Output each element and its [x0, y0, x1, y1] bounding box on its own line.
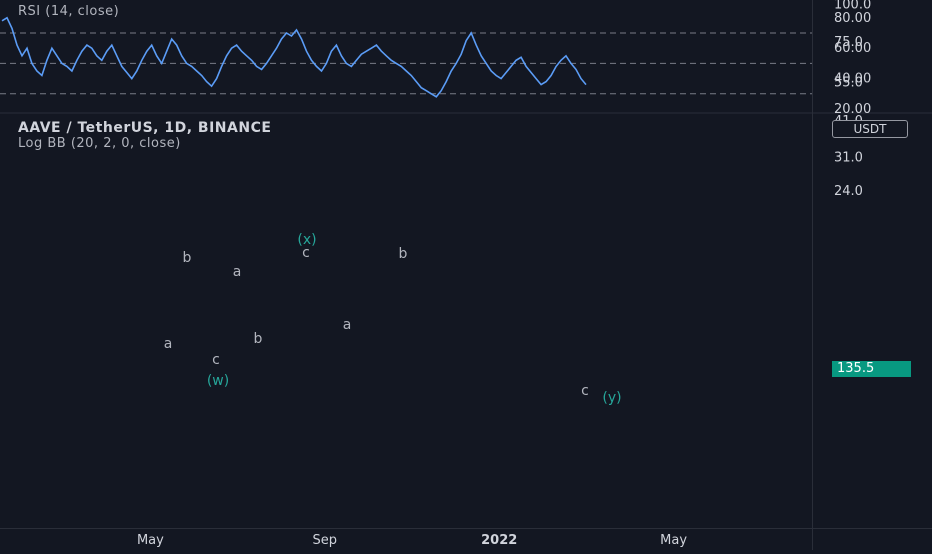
currency-button[interactable]: USDT: [832, 120, 908, 138]
wave-label: (x): [297, 232, 316, 248]
time-axis-tick-label: 2022: [481, 533, 517, 548]
wave-label: a: [233, 264, 242, 280]
time-axis-tick-label: May: [137, 533, 164, 548]
price-axis-tick-label: 24.0: [834, 184, 863, 199]
price-axis-tick-label: 75.0: [834, 35, 863, 50]
wave-label: a: [343, 317, 352, 333]
wave-label: b: [399, 246, 408, 262]
rsi-indicator-label[interactable]: RSI (14, close): [18, 4, 120, 19]
wave-label: b: [254, 331, 263, 347]
symbol-legend: AAVE / TetherUS, 1D, BINANCE Log BB (20,…: [18, 120, 271, 151]
indicator-label[interactable]: Log BB (20, 2, 0, close): [18, 136, 181, 151]
wave-label: c: [581, 383, 589, 399]
rsi-axis-tick-label: 60.00: [834, 41, 871, 56]
wave-label: (y): [602, 390, 621, 406]
price-axis-tick-label: 100.0: [834, 0, 871, 13]
time-axis-tick-label: Sep: [313, 533, 338, 548]
price-axis-tick-label: 55.0: [834, 76, 863, 91]
symbol-title[interactable]: AAVE / TetherUS, 1D, BINANCE: [18, 120, 272, 136]
rsi-axis-tick-label: 40.00: [834, 72, 871, 87]
rsi-line: [1, 16, 587, 98]
time-axis-tick-label: May: [660, 533, 687, 548]
last-price-tag: 135.5: [832, 361, 911, 377]
price-axis-tick-label: 31.0: [834, 150, 863, 165]
rsi-axis-tick-label: 20.00: [834, 102, 871, 117]
wave-label: c: [302, 245, 310, 261]
wave-label: (w): [207, 373, 229, 389]
wave-label: b: [183, 250, 192, 266]
wave-label: a: [164, 336, 173, 352]
wave-label: c: [212, 352, 220, 368]
rsi-axis-tick-label: 80.00: [834, 11, 871, 26]
